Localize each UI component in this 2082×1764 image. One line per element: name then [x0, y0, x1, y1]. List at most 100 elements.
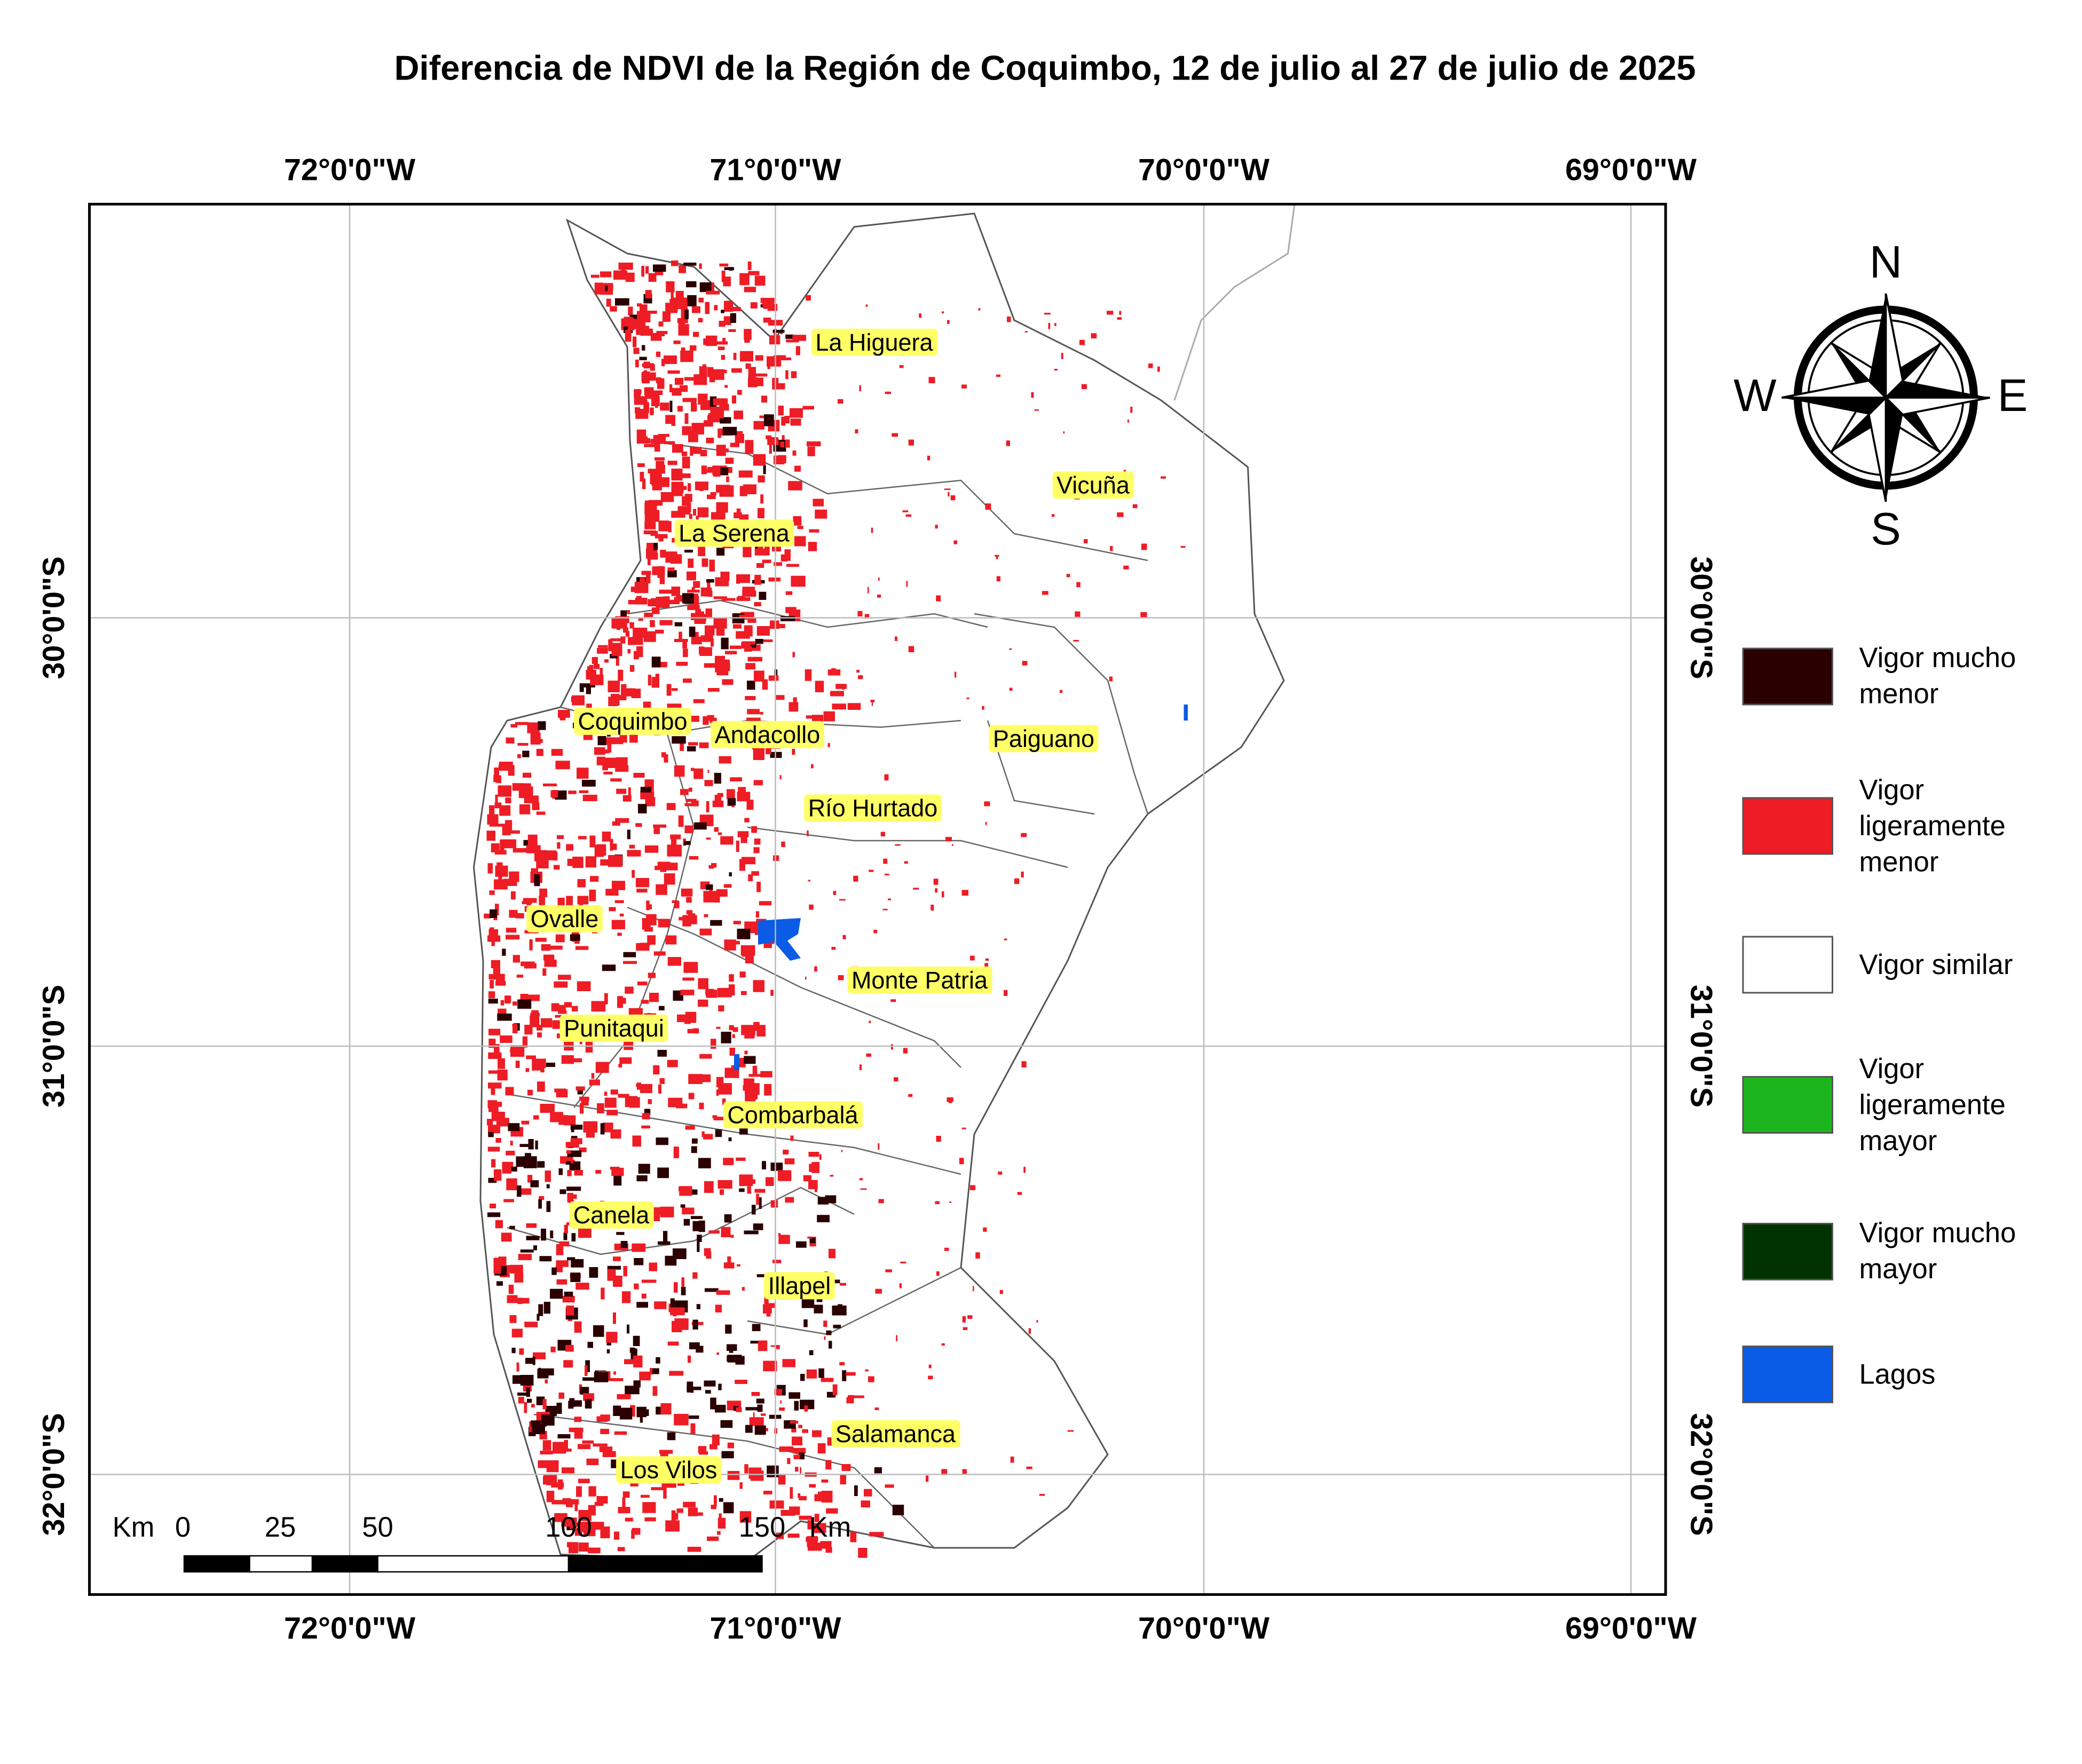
scale-label: 150 [739, 1512, 786, 1543]
ndvi-patch [640, 1414, 643, 1423]
ndvi-patch [716, 889, 728, 897]
ndvi-patch [753, 980, 764, 992]
ndvi-patch [674, 765, 685, 777]
ndvi-patch [766, 748, 771, 754]
ndvi-patch [781, 841, 785, 847]
ndvi-patch [574, 1417, 582, 1422]
ndvi-patch [812, 715, 824, 722]
scale-unit: Km [809, 1512, 851, 1543]
ndvi-patch [488, 1029, 501, 1035]
ndvi-patch [518, 1397, 524, 1404]
ndvi-patch [531, 1420, 541, 1427]
ndvi-patch [594, 664, 600, 669]
ndvi-patch [732, 1027, 738, 1032]
ndvi-patch [792, 749, 795, 755]
ndvi-patch [738, 470, 753, 478]
ndvi-patch [579, 683, 584, 692]
ndvi-patch [648, 1099, 652, 1104]
ndvi-patch [838, 399, 843, 404]
ndvi-patch [613, 1371, 616, 1375]
ndvi-patch [613, 1312, 616, 1324]
ndvi-patch [527, 1089, 533, 1096]
ndvi-patch [578, 836, 587, 840]
ndvi-patch [577, 768, 589, 779]
ndvi-patch [982, 706, 984, 710]
ndvi-patch [546, 1063, 555, 1067]
ndvi-patch [704, 1380, 716, 1387]
label-halo [559, 1014, 668, 1042]
ndvi-patch [716, 502, 728, 513]
ndvi-patch [701, 465, 707, 474]
ndvi-patch [604, 659, 609, 663]
ndvi-patch [554, 981, 568, 988]
ndvi-patch [737, 596, 745, 600]
ndvi-patch [928, 377, 935, 383]
ndvi-patch [742, 951, 747, 957]
ndvi-patch [666, 684, 672, 696]
ndvi-patch [652, 607, 660, 614]
ndvi-patch [532, 1356, 535, 1365]
ndvi-patch [846, 1372, 856, 1376]
ndvi-patch [707, 590, 713, 597]
commune-border [533, 1413, 935, 1548]
ndvi-patch [753, 1412, 755, 1419]
ndvi-patch [711, 1505, 716, 1509]
legend-label-box: Vigor mucho mayor [1859, 1219, 2016, 1285]
ndvi-patch [962, 1469, 967, 1475]
ndvi-patch [700, 400, 713, 410]
label-halo [674, 519, 794, 547]
ndvi-patch [548, 945, 563, 950]
ndvi-patch [660, 1403, 672, 1415]
ndvi-patch [1014, 878, 1020, 884]
ndvi-patch [509, 909, 518, 918]
ndvi-patch [554, 865, 560, 870]
ndvi-patch [496, 1281, 503, 1286]
ndvi-patch [850, 1532, 857, 1542]
ndvi-patch [615, 818, 629, 823]
ndvi-patch [698, 999, 708, 1007]
ndvi-patch [683, 263, 697, 266]
ndvi-patch [551, 1267, 557, 1275]
ndvi-patch [693, 331, 699, 337]
ndvi-patch [874, 1407, 879, 1410]
ndvi-patch [796, 1241, 807, 1248]
ndvi-patch [500, 1000, 504, 1006]
ndvi-patch [616, 654, 619, 666]
ndvi-patch [602, 1451, 616, 1457]
ndvi-patch [506, 928, 517, 933]
ndvi-patch [759, 591, 767, 600]
ndvi-patch [526, 1055, 536, 1059]
ndvi-patch [744, 1030, 755, 1039]
ndvi-patch [625, 1517, 633, 1522]
ndvi-patch [710, 920, 722, 926]
ndvi-patch [944, 488, 951, 490]
ndvi-patch [580, 1387, 589, 1395]
ndvi-patch [506, 935, 520, 940]
ndvi-patch [488, 1132, 494, 1137]
ndvi-patch [818, 1491, 825, 1497]
ndvi-patch [693, 768, 704, 779]
ndvi-patch [670, 1298, 675, 1309]
ndvi-patch [576, 1486, 582, 1497]
ndvi-patch [604, 1097, 617, 1108]
ndvi-patch [1060, 690, 1063, 693]
ndvi-patch [1091, 333, 1097, 338]
ndvi-patch [654, 866, 660, 871]
ndvi-patch [693, 699, 705, 703]
ndvi-patch [774, 1389, 782, 1395]
ndvi-patch [935, 1201, 940, 1204]
ndvi-patch [522, 750, 530, 757]
ndvi-patch [942, 891, 944, 898]
ndvi-patch [491, 1088, 495, 1095]
ndvi-patch [754, 275, 766, 286]
ndvi-patch [543, 784, 557, 787]
ndvi-patch [762, 559, 771, 563]
ndvi-patch [831, 947, 836, 950]
ndvi-patch [600, 290, 613, 295]
ndvi-patch [785, 334, 794, 339]
ndvi-patch [531, 1404, 535, 1407]
ndvi-patch [827, 1391, 836, 1398]
ndvi-patch [1021, 1061, 1027, 1067]
ndvi-patch [832, 1306, 847, 1316]
ndvi-patch [656, 377, 661, 383]
